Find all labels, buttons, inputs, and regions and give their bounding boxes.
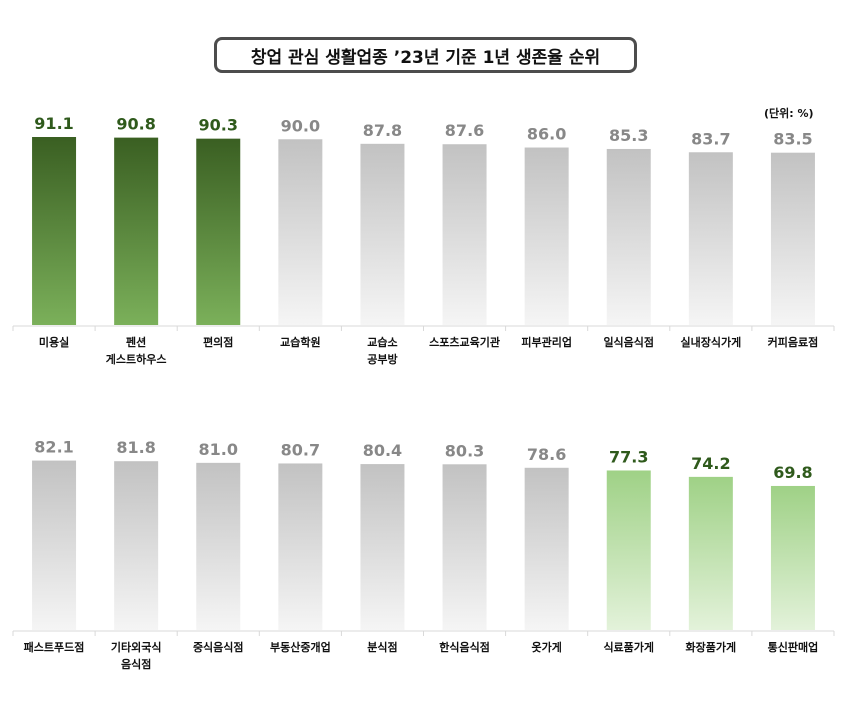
data-label: 83.5	[773, 130, 812, 149]
bar	[114, 461, 159, 630]
data-label: 77.3	[609, 447, 648, 466]
bar	[688, 152, 733, 325]
data-label: 90.8	[116, 115, 155, 134]
category-label: 교습소 공부방	[367, 336, 397, 366]
bar	[524, 147, 569, 325]
data-label: 87.6	[445, 121, 484, 140]
unit-label: (단위: %)	[764, 107, 814, 120]
category-label: 실내장식가게	[680, 335, 741, 349]
category-label: 분식점	[367, 640, 397, 654]
category-label: 화장품가게	[686, 640, 737, 654]
category-label: 통신판매업	[768, 640, 819, 654]
category-label: 피부관리업	[521, 335, 572, 349]
data-label: 86.0	[527, 125, 566, 144]
bar	[32, 460, 77, 630]
bar	[442, 144, 487, 325]
category-label: 기타외국식 음식점	[111, 640, 162, 671]
bar	[114, 137, 159, 325]
data-label: 85.3	[609, 126, 648, 145]
category-label: 교습학원	[280, 335, 320, 349]
category-label: 스포츠교육기관	[429, 335, 500, 349]
bar	[196, 138, 241, 325]
bar	[770, 152, 815, 325]
category-label: 옷가게	[531, 640, 561, 654]
bar	[770, 485, 815, 630]
category-label: 편의점	[203, 335, 233, 349]
data-label: 69.8	[773, 463, 812, 482]
category-label: 부동산중개업	[270, 640, 331, 654]
category-label: 한식음식점	[439, 640, 490, 654]
data-label: 80.4	[363, 441, 402, 460]
data-label: 90.0	[281, 116, 320, 135]
data-label: 78.6	[527, 445, 566, 464]
bar	[442, 464, 487, 630]
bar	[278, 463, 323, 630]
bar	[524, 467, 569, 630]
category-label: 미용실	[39, 335, 69, 349]
bar	[606, 148, 651, 325]
data-label: 81.8	[116, 438, 155, 457]
data-label: 80.7	[281, 440, 320, 459]
category-label: 식료품가게	[603, 640, 654, 654]
bar	[196, 462, 241, 630]
data-label: 82.1	[34, 438, 73, 457]
chart-title: 창업 관심 생활업종 ’23년 기준 1년 생존율 순위	[214, 37, 637, 73]
category-label: 일식음식점	[603, 335, 654, 349]
category-label: 펜션 게스트하우스	[106, 335, 167, 366]
data-label: 80.3	[445, 441, 484, 460]
bar	[360, 143, 405, 325]
bar	[32, 137, 77, 325]
bar	[606, 470, 651, 630]
category-label: 커피음료점	[768, 335, 819, 349]
category-label: 중식음식점	[193, 640, 244, 654]
data-label: 87.8	[363, 121, 402, 140]
data-label: 91.1	[34, 114, 73, 133]
bar	[360, 464, 405, 630]
bar	[278, 139, 323, 325]
data-label: 90.3	[199, 116, 238, 135]
data-label: 83.7	[691, 129, 730, 148]
data-label: 74.2	[691, 454, 730, 473]
bar	[688, 476, 733, 630]
category-label: 패스트푸드점	[24, 640, 85, 654]
data-label: 81.0	[199, 440, 238, 459]
